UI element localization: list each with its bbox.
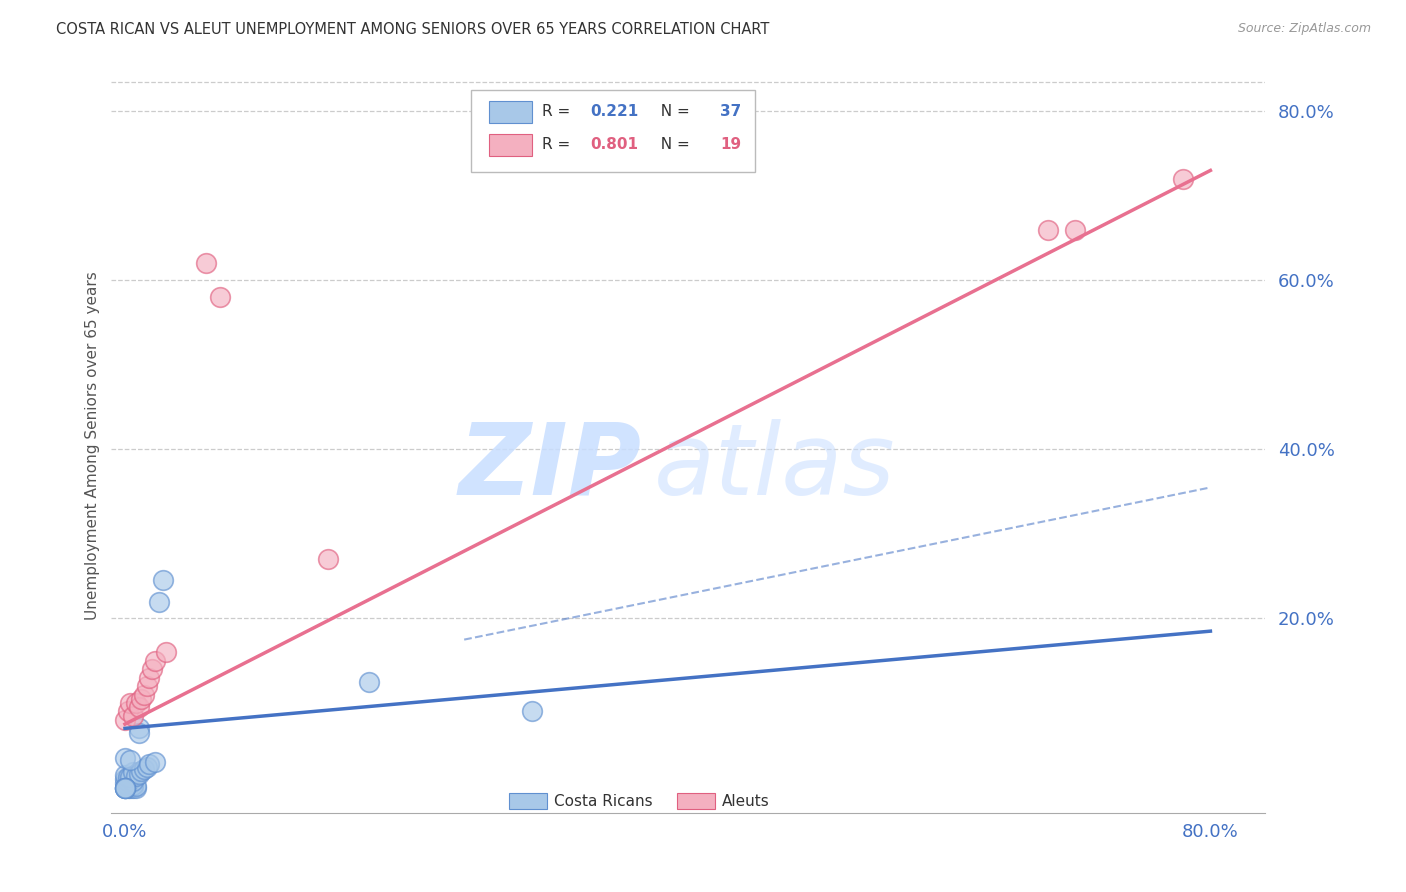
Point xyxy=(520,705,543,719)
Text: 37: 37 xyxy=(720,103,741,119)
Point xyxy=(148,594,170,608)
Point xyxy=(120,772,142,787)
Point xyxy=(117,773,139,788)
Point xyxy=(120,770,142,784)
Point xyxy=(120,780,142,795)
Point xyxy=(122,780,145,795)
Point xyxy=(114,780,136,795)
Point xyxy=(128,722,150,736)
Point xyxy=(141,662,163,676)
Point xyxy=(120,696,142,710)
Point xyxy=(143,654,166,668)
Point xyxy=(129,691,152,706)
FancyBboxPatch shape xyxy=(471,90,755,171)
Point xyxy=(1173,172,1195,186)
Point xyxy=(138,756,160,771)
Point xyxy=(122,708,145,723)
Text: Source: ZipAtlas.com: Source: ZipAtlas.com xyxy=(1237,22,1371,36)
Text: N =: N = xyxy=(651,103,695,119)
Point xyxy=(122,765,145,780)
Text: R =: R = xyxy=(541,136,575,152)
Point xyxy=(114,713,136,727)
Point xyxy=(128,700,150,714)
Point xyxy=(135,679,157,693)
Point xyxy=(125,780,148,795)
Text: ZIP: ZIP xyxy=(458,418,643,516)
Point xyxy=(138,671,160,685)
Point xyxy=(1063,222,1085,236)
Text: N =: N = xyxy=(651,136,695,152)
Point xyxy=(114,776,136,790)
Point xyxy=(117,771,139,785)
Point xyxy=(208,290,231,304)
Point xyxy=(114,780,136,795)
Text: COSTA RICAN VS ALEUT UNEMPLOYMENT AMONG SENIORS OVER 65 YEARS CORRELATION CHART: COSTA RICAN VS ALEUT UNEMPLOYMENT AMONG … xyxy=(56,22,769,37)
Point xyxy=(1036,222,1059,236)
Point xyxy=(122,773,145,788)
Point xyxy=(114,780,136,795)
Point xyxy=(125,779,148,793)
Point xyxy=(132,762,155,776)
Point xyxy=(114,780,136,795)
Text: 0.221: 0.221 xyxy=(591,103,638,119)
Point xyxy=(120,753,142,767)
Y-axis label: Unemployment Among Seniors over 65 years: Unemployment Among Seniors over 65 years xyxy=(86,271,100,620)
Text: 19: 19 xyxy=(720,136,741,152)
Point xyxy=(129,764,152,778)
Point xyxy=(195,256,218,270)
Point xyxy=(128,725,150,739)
Point xyxy=(125,769,148,783)
Point xyxy=(122,778,145,792)
Text: atlas: atlas xyxy=(654,418,896,516)
FancyBboxPatch shape xyxy=(676,793,714,809)
Point xyxy=(114,780,136,795)
Point xyxy=(135,760,157,774)
Point xyxy=(155,645,177,659)
Point xyxy=(128,767,150,781)
Text: R =: R = xyxy=(541,103,575,119)
Point xyxy=(318,552,340,566)
Point xyxy=(117,780,139,795)
Text: Aleuts: Aleuts xyxy=(721,794,769,809)
Text: Costa Ricans: Costa Ricans xyxy=(554,794,652,809)
Point xyxy=(114,772,136,786)
Point xyxy=(117,705,139,719)
Point xyxy=(152,574,174,588)
Point xyxy=(125,696,148,710)
FancyBboxPatch shape xyxy=(488,134,533,156)
Point xyxy=(120,777,142,791)
Point xyxy=(359,674,381,689)
FancyBboxPatch shape xyxy=(509,793,547,809)
Point xyxy=(143,755,166,769)
Point xyxy=(117,778,139,792)
Point xyxy=(114,751,136,765)
Point xyxy=(132,688,155,702)
FancyBboxPatch shape xyxy=(488,101,533,123)
Text: 0.801: 0.801 xyxy=(591,136,638,152)
Point xyxy=(114,768,136,782)
